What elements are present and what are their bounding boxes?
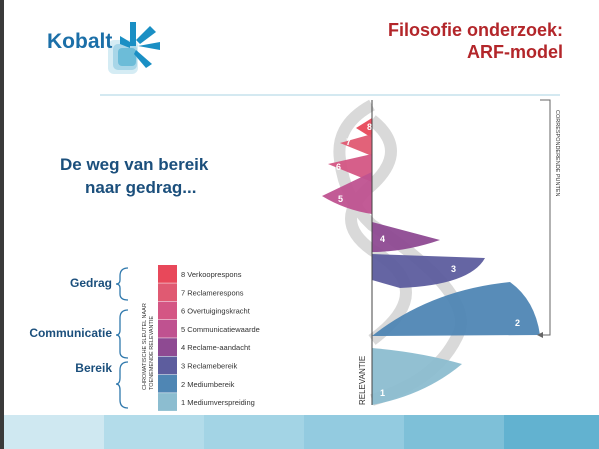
key-label: 2 Mediumbereik	[181, 380, 235, 389]
key-label: 4 Reclame-aandacht	[181, 343, 251, 352]
key-swatch	[158, 338, 177, 356]
wedge	[372, 254, 485, 288]
key-swatch	[158, 374, 177, 393]
wedge-label: 3	[451, 264, 456, 274]
key-label: 5 Communicatiewaarde	[181, 325, 260, 334]
wedge-label: 2	[515, 318, 520, 328]
subtitle: De weg van bereik	[60, 155, 209, 174]
footer-band	[204, 415, 304, 449]
title: Filosofie onderzoek:	[388, 20, 563, 40]
side-label: CORRESPONDERENDE PUNTEN	[554, 110, 560, 197]
key-swatch	[158, 356, 177, 375]
wedge-label: 6	[336, 162, 341, 172]
key-label: 8 Verkooprespons	[181, 270, 242, 279]
key-label: 3 Reclamebereik	[181, 362, 238, 371]
wedge-label: 4	[380, 234, 385, 244]
wedge-label: 8	[367, 122, 372, 132]
key-swatch	[158, 265, 177, 283]
group-label: Communicatie	[29, 326, 112, 340]
footer-band	[304, 415, 404, 449]
arrow	[537, 332, 543, 338]
wedge	[328, 154, 372, 182]
wedge-label: 5	[338, 194, 343, 204]
key-caption: TOENEMENDE RELEVANTIE	[149, 316, 155, 390]
footer-band	[4, 415, 104, 449]
group-label: Gedrag	[70, 276, 112, 290]
braces	[115, 267, 129, 409]
key-label: 1 Mediumverspreiding	[181, 398, 255, 407]
key-swatch	[158, 301, 177, 320]
key-swatch	[158, 283, 177, 302]
wedge	[322, 172, 372, 214]
axis-label: RELEVANTIE	[358, 356, 367, 405]
logo-text: Kobalt	[47, 30, 112, 53]
bracket	[540, 99, 551, 336]
title: ARF-model	[467, 42, 563, 62]
key-swatch	[158, 319, 177, 338]
key-label: 6 Overtuigingskracht	[181, 307, 251, 316]
left-border	[0, 0, 4, 449]
wedge-label: 7	[346, 137, 351, 147]
footer-band	[404, 415, 504, 449]
wedge-label: 1	[380, 388, 385, 398]
wedge	[372, 282, 540, 336]
key-swatch	[158, 393, 177, 411]
wedge	[372, 348, 462, 405]
group-label: Bereik	[75, 361, 112, 375]
wedge	[372, 222, 440, 252]
footer-band	[104, 415, 204, 449]
key-caption: CHROMATISCHE SLEUTEL NAAR	[142, 303, 148, 390]
subtitle: naar gedrag...	[85, 178, 196, 197]
wedge	[340, 134, 372, 156]
wedge	[356, 118, 372, 138]
key-label: 7 Reclamerespons	[181, 288, 244, 297]
footer-band	[504, 415, 599, 449]
logo-mark	[108, 22, 160, 74]
